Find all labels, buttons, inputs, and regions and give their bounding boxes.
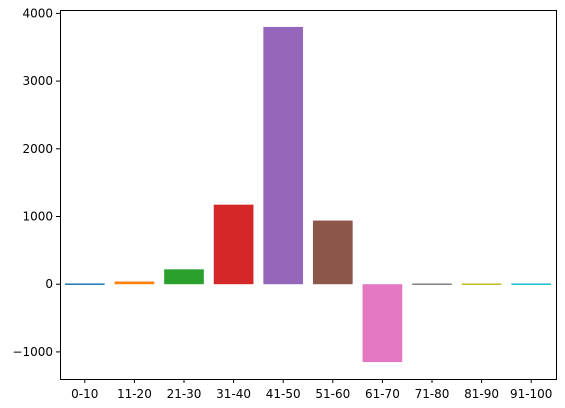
y-tick-label: 3000 bbox=[22, 74, 53, 88]
bar-31-40 bbox=[213, 204, 254, 285]
bar-0-10 bbox=[64, 283, 105, 285]
y-tick-label: −1000 bbox=[12, 345, 53, 359]
bar-61-70 bbox=[362, 284, 403, 363]
bar-21-30 bbox=[164, 269, 204, 285]
x-tick-label: 0-10 bbox=[71, 387, 98, 401]
bar-91-100 bbox=[511, 283, 552, 285]
bar-81-90 bbox=[461, 283, 502, 285]
x-tick-label: 71-80 bbox=[415, 387, 450, 401]
bar-51-60 bbox=[312, 220, 353, 285]
bar-71-80 bbox=[412, 283, 452, 285]
y-tick-label: 4000 bbox=[22, 6, 53, 20]
bar-41-50 bbox=[263, 26, 304, 285]
x-tick-label: 51-60 bbox=[315, 387, 350, 401]
x-tick-label: 81-90 bbox=[464, 387, 499, 401]
y-tick-label: 1000 bbox=[22, 210, 53, 224]
x-tick-label: 31-40 bbox=[216, 387, 251, 401]
x-axis: 0-10 11-20 21-30 31-40 41-50 51-60 61-70 71-80 8… bbox=[71, 379, 552, 401]
y-tick-label: 0 bbox=[45, 277, 53, 291]
x-tick-label: 11-20 bbox=[117, 387, 152, 401]
plot-frame bbox=[60, 10, 557, 380]
y-axis: −1000 0 1000 2000 3000 4000 bbox=[12, 6, 60, 359]
bar-11-20 bbox=[114, 281, 155, 285]
x-tick-label: 41-50 bbox=[266, 387, 301, 401]
x-tick-label: 91-100 bbox=[510, 387, 553, 401]
bars-group bbox=[64, 26, 552, 363]
y-tick-label: 2000 bbox=[22, 142, 53, 156]
x-tick-label: 21-30 bbox=[167, 387, 202, 401]
x-tick-label: 61-70 bbox=[365, 387, 400, 401]
